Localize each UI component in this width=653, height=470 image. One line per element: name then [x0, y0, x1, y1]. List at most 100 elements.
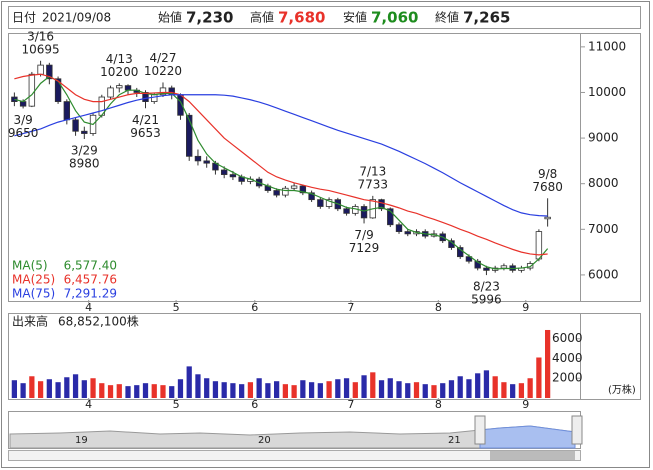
volume-bar — [300, 380, 306, 398]
volume-bar — [195, 374, 201, 398]
volume-tick-label: 2000 — [552, 371, 583, 385]
volume-bar — [20, 383, 26, 398]
candle-body — [107, 87, 114, 98]
ma-line — [14, 94, 548, 217]
high: 7,680 — [278, 9, 325, 27]
volume-bar — [151, 384, 157, 398]
volume-bar — [134, 385, 140, 398]
candle-body — [483, 267, 490, 271]
x-tick-label: 6 — [251, 301, 258, 314]
volume-tick-label: 4000 — [552, 351, 583, 365]
candle-body — [343, 208, 350, 214]
open-label: 始値 — [158, 10, 182, 25]
candle-body — [395, 224, 403, 232]
annotation-date: 3/16 — [27, 29, 54, 43]
volume-bar — [247, 382, 254, 398]
volume-bar — [343, 378, 350, 398]
volume-bar — [405, 383, 411, 398]
scrollbar[interactable] — [8, 450, 581, 461]
candle-body — [124, 85, 132, 91]
volume-bar — [274, 381, 280, 398]
volume-bar — [72, 374, 79, 398]
volume-bar — [81, 380, 87, 398]
annotation-date: 7/9 — [354, 228, 373, 242]
legend-name: MA(75) — [12, 287, 55, 301]
candle-body — [325, 199, 333, 207]
date-label: 日付 — [12, 11, 36, 25]
volume-bar — [64, 377, 70, 398]
candle-body — [159, 87, 167, 96]
legend-name: MA(5) — [12, 259, 48, 273]
navigator-handle-left[interactable] — [474, 415, 486, 445]
legend-value: 6,457.76 — [64, 273, 117, 287]
candle-body — [387, 208, 394, 226]
annotation-date: 8/23 — [473, 280, 500, 294]
x-tick-label: 9 — [522, 398, 529, 411]
volume-bar — [317, 383, 323, 398]
candle-body — [81, 130, 88, 134]
volume-bar — [37, 381, 44, 398]
volume-bar — [326, 381, 332, 398]
candle-body — [317, 199, 324, 207]
high-label: 高値 — [250, 10, 274, 25]
volume-bar — [212, 381, 219, 398]
legend-box — [10, 258, 120, 300]
candle-body — [203, 160, 210, 164]
header-box — [8, 6, 641, 29]
navigator-handle-right[interactable] — [571, 415, 583, 445]
x-tick-label: 6 — [251, 398, 258, 411]
annotation-value: 9650 — [8, 126, 39, 140]
candle-body — [72, 119, 79, 132]
volume-bar — [387, 378, 393, 398]
candle-body — [186, 114, 193, 157]
annotation-value: 10220 — [144, 64, 182, 78]
navigator-label: 20 — [258, 435, 271, 446]
volume-unit: (万株) — [608, 383, 636, 396]
volume-bar — [335, 379, 341, 398]
scroll-thumb[interactable] — [490, 451, 575, 460]
y-tick-label: 11000 — [588, 39, 626, 53]
volume-bar — [510, 384, 516, 398]
x-tick-label: 4 — [85, 398, 92, 411]
candle-body — [299, 185, 307, 194]
volume-bar — [361, 375, 367, 398]
candle-body — [544, 216, 551, 220]
x-tick-label: 8 — [435, 301, 442, 314]
candle-body — [465, 256, 473, 262]
volume-bar — [501, 382, 507, 398]
navigator-label: 21 — [448, 435, 461, 446]
annotation-value: 8980 — [69, 156, 100, 170]
volume-bar — [492, 376, 498, 398]
candle-body — [116, 85, 123, 89]
volume-bar — [422, 384, 428, 398]
annotation-value: 10695 — [22, 42, 60, 56]
volume-bar — [169, 386, 175, 398]
price-panel — [8, 33, 641, 302]
ma-line — [14, 75, 549, 270]
volume-bar — [370, 372, 376, 398]
x-tick-label: 8 — [435, 398, 442, 411]
annotation-value: 7733 — [358, 177, 389, 191]
candle-body — [220, 169, 228, 175]
annotation-value: 7129 — [349, 241, 380, 255]
candle-body — [46, 64, 53, 80]
navigator-selection — [479, 425, 576, 449]
volume-bar — [99, 383, 105, 398]
annotation-value: 5996 — [471, 293, 502, 307]
candle-body — [404, 231, 411, 235]
candle-body — [474, 260, 481, 269]
volume-bar — [440, 383, 446, 398]
x-tick-label: 5 — [173, 301, 180, 314]
low: 7,060 — [371, 9, 418, 27]
volume-bar — [475, 373, 481, 398]
low-label: 安値 — [343, 10, 367, 25]
candle-body — [19, 101, 27, 107]
candle-body — [63, 101, 71, 121]
volume-bar — [90, 378, 96, 398]
volume-bar — [396, 381, 402, 398]
close: 7,265 — [463, 9, 510, 27]
candle-body — [308, 192, 315, 201]
annotation-date: 3/9 — [13, 113, 32, 127]
y-tick-label: 10000 — [588, 85, 626, 99]
candle-body — [229, 174, 237, 178]
